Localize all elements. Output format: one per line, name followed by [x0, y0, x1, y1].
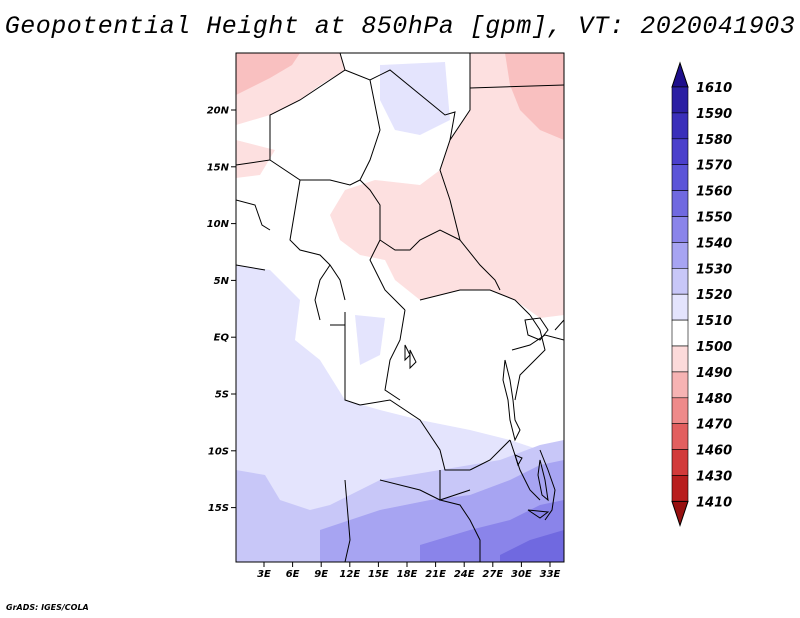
lon-label: 27E [482, 569, 503, 580]
colorbar-label: 1560 [696, 185, 732, 200]
lon-label: 15E [368, 569, 389, 580]
lat-label: 15S [208, 503, 229, 514]
colorbar-label: 1410 [696, 495, 732, 510]
colorbar-label: 1580 [696, 133, 732, 148]
colorbar-label: 1520 [696, 288, 732, 303]
grads-credit: GrADS: IGES/COLA [6, 603, 89, 612]
field-1560 [500, 530, 564, 562]
lakes [404, 317, 550, 519]
colorbar-segment [671, 319, 689, 347]
colorbar-label: 1610 [696, 81, 732, 96]
lon-label: 12E [339, 569, 360, 580]
lon-label: 33E [540, 569, 561, 580]
country-borders [236, 53, 564, 562]
colorbar-segment [671, 449, 689, 476]
lon-label: 18E [397, 569, 418, 580]
lon-label: 6E [286, 569, 300, 580]
colorbar-top-arrow [671, 61, 689, 88]
field-1500-sahara [236, 140, 275, 178]
lon-label: 3E [257, 569, 271, 580]
field-1500-northeast [330, 53, 564, 318]
colorbar-segment [671, 423, 689, 450]
colorbar-segment [671, 216, 689, 243]
colorbar-label: 1460 [696, 444, 732, 459]
colorbar-label: 1550 [696, 211, 732, 226]
lat-label: 15N [207, 162, 230, 173]
colorbar-segment [671, 112, 689, 140]
colorbar-label: 1480 [696, 392, 732, 407]
field-1520-central [355, 315, 385, 365]
lat-label: 5N [214, 276, 230, 287]
lat-label: 10S [208, 446, 229, 457]
colorbar-label: 1540 [696, 236, 732, 251]
lon-axis: 3E 6E 9E 12E 15E 18E 21E 24E 27E 30E 33E [257, 562, 561, 580]
lat-label: 20N [207, 106, 230, 117]
colorbar-label: 1430 [696, 470, 732, 485]
lat-label: EQ [214, 333, 230, 344]
colorbar-segment [671, 190, 689, 217]
colorbar: 1610 1590 1580 1570 1560 1550 1540 1530 1520 1510… [671, 61, 732, 527]
colorbar-bottom-arrow [671, 500, 689, 527]
lon-label: 24E [454, 569, 475, 580]
colorbar-label: 1570 [696, 159, 732, 174]
colorbar-segment [671, 86, 689, 114]
colorbar-label: 1530 [696, 262, 732, 277]
colorbar-segment [671, 267, 689, 295]
colorbar-segment [671, 164, 689, 191]
colorbar-segment [671, 293, 689, 321]
colorbar-segment [671, 371, 689, 399]
field-1490-northeast [505, 53, 564, 140]
lat-axis: 20N 15N 10N 5N EQ 5S 10S 15S [207, 106, 236, 514]
lon-label: 21E [425, 569, 446, 580]
colorbar-label: 1490 [696, 366, 732, 381]
colorbar-label: 1500 [696, 340, 732, 355]
plot-title: Geopotential Height at 850hPa [gpm], VT:… [4, 12, 796, 41]
field-1520-sahara [380, 62, 450, 135]
colorbar-segment [671, 345, 689, 373]
colorbar-label: 1470 [696, 418, 732, 433]
lat-label: 5S [215, 390, 229, 401]
field-1490-northwest [236, 53, 300, 95]
colorbar-segment [671, 397, 689, 424]
colorbar-segment [671, 242, 689, 269]
lon-label: 30E [511, 569, 532, 580]
colorbar-label: 1590 [696, 107, 732, 122]
colorbar-segment [671, 138, 689, 166]
lat-label: 10N [207, 219, 230, 230]
map-fill [236, 53, 564, 562]
colorbar-segment [671, 475, 689, 502]
colorbar-label: 1510 [696, 314, 732, 329]
map-frame [235, 52, 565, 563]
lon-label: 9E [314, 569, 328, 580]
